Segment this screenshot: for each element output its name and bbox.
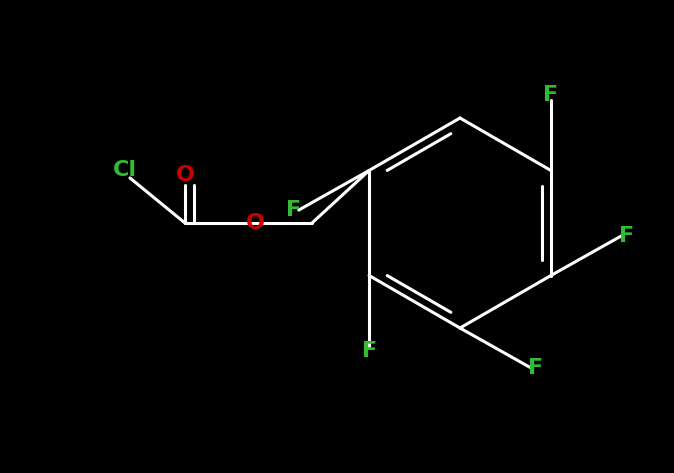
Text: F: F (361, 341, 377, 361)
Text: F: F (619, 226, 634, 246)
Text: F: F (528, 358, 543, 377)
Text: O: O (245, 213, 264, 233)
Text: Cl: Cl (113, 160, 137, 180)
Text: O: O (175, 165, 195, 185)
Text: F: F (543, 85, 559, 105)
Text: F: F (286, 200, 301, 220)
